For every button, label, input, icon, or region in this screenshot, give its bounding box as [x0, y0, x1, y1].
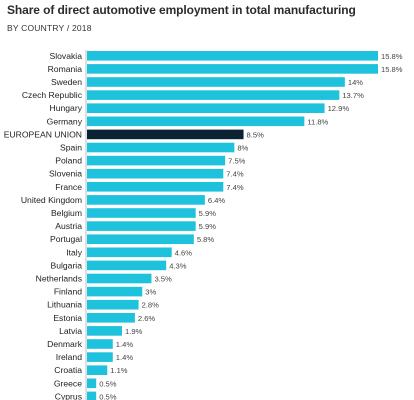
- category-label: Romania: [48, 64, 83, 74]
- value-label: 0.5%: [99, 379, 117, 388]
- value-label: 1.1%: [110, 366, 128, 375]
- value-label: 3.5%: [154, 275, 172, 284]
- bar: [87, 286, 143, 297]
- category-label: Latvia: [59, 326, 82, 336]
- category-label: Hungary: [50, 103, 83, 113]
- bar: [87, 326, 122, 336]
- bar: [87, 352, 113, 362]
- bar: [87, 299, 139, 310]
- category-label: Slovenia: [49, 169, 82, 179]
- value-label: 1.9%: [125, 327, 143, 336]
- category-label: Bulgaria: [50, 260, 82, 270]
- bar: [87, 273, 152, 284]
- bar: [87, 234, 194, 244]
- value-label: 6.4%: [208, 196, 226, 205]
- value-label: 5.9%: [199, 222, 217, 231]
- value-label: 7.5%: [228, 157, 246, 166]
- category-label: Czech Republic: [22, 90, 83, 100]
- value-label: 13.7%: [342, 91, 364, 100]
- chart-title: Share of direct automotive employment in…: [7, 3, 356, 17]
- value-label: 4.3%: [169, 261, 187, 270]
- bar: [87, 221, 196, 231]
- category-label: Sweden: [51, 77, 82, 87]
- bar-highlight: [87, 129, 244, 140]
- bar: [87, 51, 378, 61]
- bar: [87, 116, 305, 127]
- value-label: 14%: [348, 78, 363, 87]
- bar: [87, 247, 172, 258]
- bar: [87, 365, 108, 375]
- category-label: Portugal: [50, 234, 82, 244]
- category-label: Spain: [60, 143, 82, 153]
- value-label: 5.8%: [197, 235, 215, 244]
- value-label: 8.5%: [247, 130, 265, 139]
- category-label: Cyprus: [55, 391, 82, 400]
- value-label: 7.4%: [226, 170, 244, 179]
- category-label: Germany: [47, 116, 83, 126]
- value-label: 7.4%: [226, 183, 244, 192]
- category-label: Denmark: [47, 339, 83, 349]
- value-label: 0.5%: [99, 392, 117, 400]
- category-label: United Kingdom: [21, 195, 82, 205]
- bar: [87, 391, 97, 400]
- bar: [87, 103, 325, 113]
- bar: [87, 142, 235, 153]
- value-label: 12.9%: [328, 104, 350, 113]
- value-label: 4.6%: [175, 248, 193, 257]
- category-label: Slovakia: [50, 51, 83, 61]
- bar: [87, 195, 205, 205]
- category-label: Austria: [55, 221, 82, 231]
- category-label: Italy: [66, 247, 82, 257]
- bar: [87, 339, 113, 349]
- value-label: 5.9%: [199, 209, 217, 218]
- bar: [87, 208, 196, 218]
- category-label: Ireland: [56, 352, 82, 362]
- category-label: Croatia: [54, 365, 82, 375]
- value-label: 2.8%: [142, 301, 160, 310]
- bar: [87, 378, 97, 389]
- value-label: 1.4%: [116, 340, 134, 349]
- category-label: EUROPEAN UNION: [4, 129, 82, 139]
- bar: [87, 64, 378, 74]
- category-label: Belgium: [51, 208, 82, 218]
- value-label: 1.4%: [116, 353, 134, 362]
- value-label: 15.8%: [381, 65, 403, 74]
- category-label: Greece: [54, 378, 82, 388]
- bar: [87, 155, 226, 166]
- bar: [87, 260, 167, 271]
- chart-subtitle: BY COUNTRY / 2018: [7, 23, 92, 33]
- bar: [87, 90, 340, 100]
- category-label: Lithuania: [47, 300, 82, 310]
- bars-group: Slovakia 15.8% Romania 15.8% Sweden 14% Czech …: [4, 50, 403, 400]
- value-label: 2.6%: [138, 314, 156, 323]
- value-label: 15.8%: [381, 52, 403, 61]
- category-label: Poland: [55, 156, 82, 166]
- bar: [87, 182, 224, 192]
- category-label: Netherlands: [36, 274, 82, 284]
- bar: [87, 168, 224, 179]
- bar: [87, 77, 345, 87]
- value-label: 11.8%: [307, 117, 328, 126]
- value-label: 8%: [237, 144, 248, 153]
- category-label: Finland: [54, 287, 82, 297]
- category-label: Estonia: [53, 313, 82, 323]
- value-label: 3%: [145, 288, 156, 297]
- category-label: France: [55, 182, 82, 192]
- bar: [87, 313, 135, 323]
